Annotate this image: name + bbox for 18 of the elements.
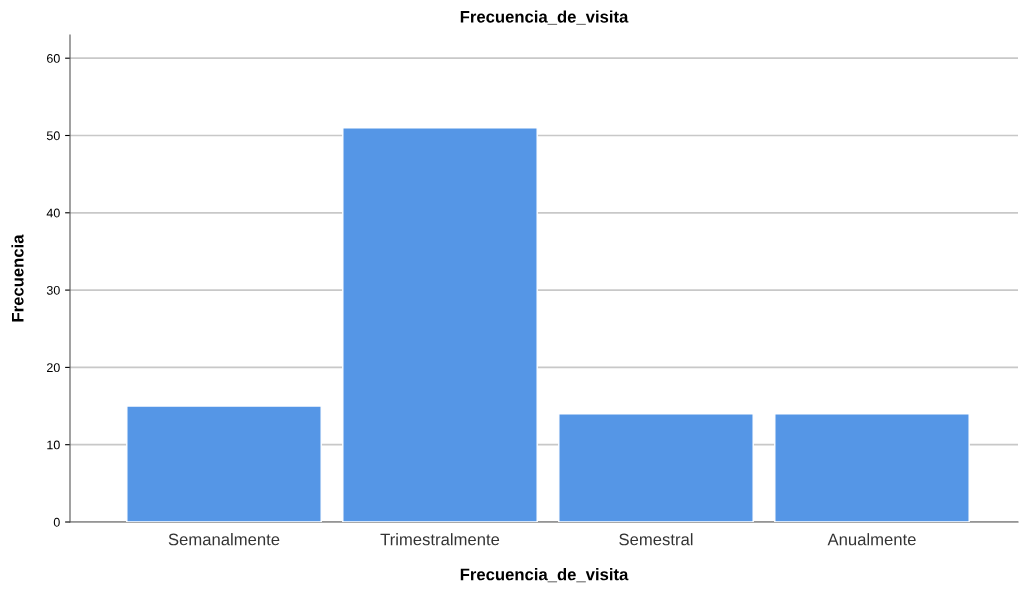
bar — [774, 413, 970, 522]
x-tick-label: Trimestralmente — [380, 533, 500, 546]
y-axis-title: Frecuencia — [11, 234, 24, 322]
y-tick-label: 20 — [47, 363, 60, 373]
y-tick-label: 10 — [47, 440, 60, 450]
bar — [126, 405, 322, 522]
chart-title: Frecuencia_de_visita — [460, 10, 629, 25]
y-tick-label: 40 — [46, 208, 60, 218]
bar — [558, 413, 754, 522]
x-tick-label: Anualmente — [827, 533, 916, 546]
x-tick-label: Semestral — [619, 533, 693, 546]
y-tick-label: 30 — [46, 285, 60, 295]
y-tick-label: 0 — [53, 517, 60, 527]
x-axis-title: Frecuencia_de_visita — [460, 568, 629, 583]
bar — [342, 127, 538, 522]
y-tick-label: 50 — [46, 131, 60, 141]
x-tick-label: Semanalmente — [168, 533, 280, 546]
y-tick-label: 60 — [47, 53, 60, 63]
